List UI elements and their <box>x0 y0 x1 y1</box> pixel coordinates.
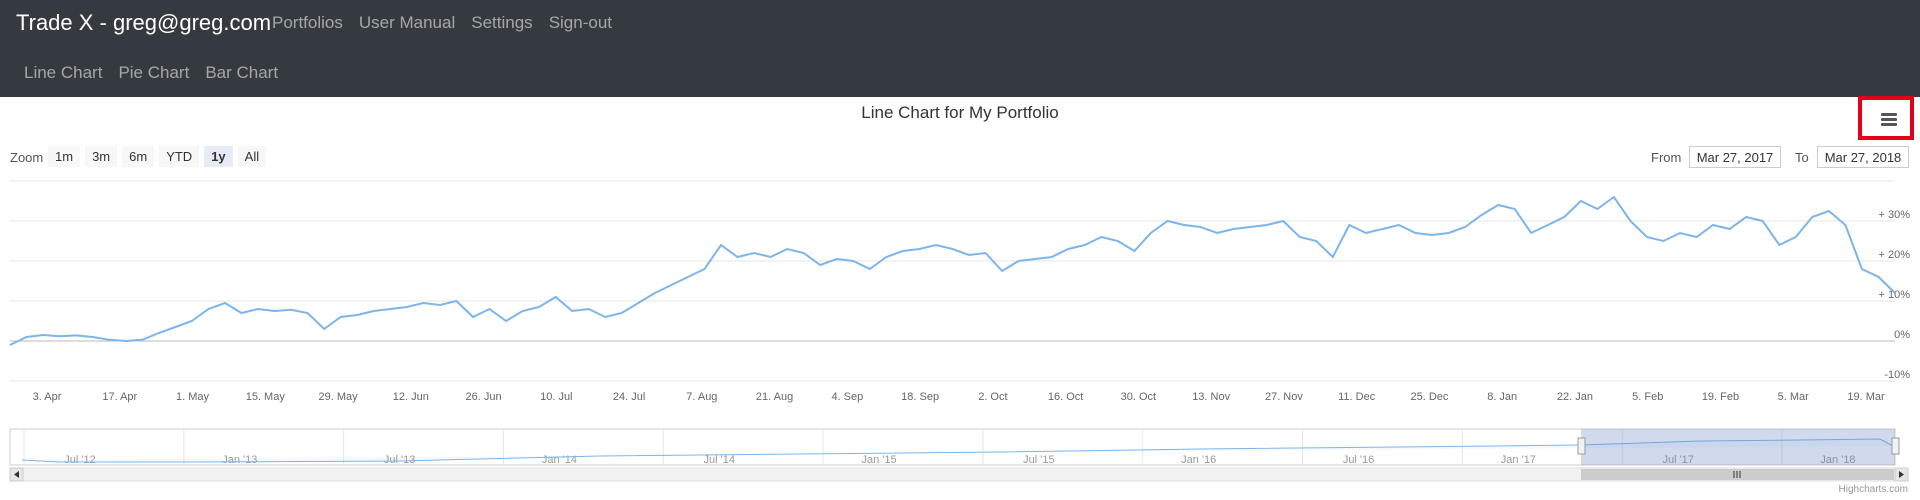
navigator-tick-label: Jul '13 <box>384 454 415 466</box>
navigator-tick-label: Jul '16 <box>1343 454 1374 466</box>
zoom-buttons: 1m 3m 6m YTD 1y All <box>48 146 267 167</box>
x-tick-label: 16. Oct <box>1048 391 1083 403</box>
zoom-3m-button[interactable]: 3m <box>85 146 118 167</box>
nav-link-sign-out[interactable]: Sign-out <box>548 13 613 32</box>
x-tick-label: 2. Oct <box>978 391 1007 403</box>
nav-link-line-chart[interactable]: Line Chart <box>24 63 103 82</box>
zoom-ytd-button[interactable]: YTD <box>159 146 200 167</box>
x-tick-label: 19. Mar <box>1847 391 1885 403</box>
to-label: To <box>1795 150 1809 165</box>
scrollbar <box>9 467 1909 482</box>
scrollbar-right-arrow[interactable] <box>1894 467 1909 482</box>
scrollbar-thumb[interactable] <box>1581 469 1894 480</box>
x-tick-label: 19. Feb <box>1702 391 1739 403</box>
navigator-tick-label: Jan '16 <box>1181 454 1216 466</box>
zoom-1y-button[interactable]: 1y <box>204 146 233 167</box>
x-tick-label: 11. Dec <box>1338 391 1376 403</box>
brand-title[interactable]: Trade X - greg@greg.com <box>16 10 272 35</box>
zoom-all-button[interactable]: All <box>237 146 267 167</box>
navigator-tick-label: Jul '17 <box>1662 454 1693 466</box>
main-nav: Portfolios User Manual Settings Sign-out <box>272 13 628 33</box>
x-tick-label: 27. Nov <box>1265 391 1303 403</box>
x-tick-label: 8. Jan <box>1487 391 1517 403</box>
navigator-series-line <box>21 438 1894 463</box>
scroll-left-icon <box>14 471 19 478</box>
x-tick-label: 22. Jan <box>1557 391 1593 403</box>
x-tick-label: 17. Apr <box>102 391 137 403</box>
zoom-label: Zoom <box>10 150 44 165</box>
highcharts-credit[interactable]: Highcharts.com <box>1838 484 1908 495</box>
navigator-left-handle[interactable] <box>1577 437 1586 455</box>
nav-link-user-manual[interactable]: User Manual <box>358 13 456 32</box>
x-tick-label: 29. May <box>318 391 358 403</box>
navigator-frame <box>9 428 1896 466</box>
nav-link-portfolios[interactable]: Portfolios <box>272 13 343 32</box>
x-tick-label: 30. Oct <box>1121 391 1156 403</box>
x-tick-label: 26. Jun <box>466 391 502 403</box>
navigator-right-handle[interactable] <box>1891 437 1900 455</box>
chart-title: Line Chart for My Portfolio <box>861 103 1059 122</box>
navigator-tick-label: Jan '13 <box>222 454 257 466</box>
scroll-right-icon <box>1899 471 1904 478</box>
navigator-tick-label: Jul '12 <box>64 454 95 466</box>
nav-link-settings[interactable]: Settings <box>471 13 533 32</box>
navigator-tick-label: Jan '17 <box>1501 454 1536 466</box>
x-tick-label: 13. Nov <box>1192 391 1230 403</box>
y-tick-label: + 20% <box>1879 249 1911 261</box>
y-tick-label: 0% <box>1894 329 1910 341</box>
zoom-1m-button[interactable]: 1m <box>48 146 81 167</box>
navigator-tick-label: Jan '14 <box>542 454 577 466</box>
x-tick-label: 24. Jul <box>613 391 645 403</box>
y-tick-label: + 10% <box>1879 289 1911 301</box>
from-label: From <box>1651 150 1682 165</box>
y-axis-labels: + 30% + 20% + 10% 0% -10% <box>1879 209 1911 381</box>
portfolio-series-line <box>9 195 1896 346</box>
scrollbar-grip-icon <box>1733 471 1741 478</box>
zoom-6m-button[interactable]: 6m <box>122 146 155 167</box>
navigator-tick-label: Jul '15 <box>1023 454 1054 466</box>
chart-context-menu-button[interactable] <box>1858 96 1914 140</box>
from-date-input[interactable] <box>1689 146 1781 168</box>
top-navbar: Trade X - greg@greg.com Portfolios User … <box>0 0 1920 97</box>
navigator-tick-label: Jul '14 <box>704 454 735 466</box>
x-tick-label: 10. Jul <box>540 391 572 403</box>
x-tick-label: 25. Dec <box>1410 391 1448 403</box>
nav-link-pie-chart[interactable]: Pie Chart <box>118 63 190 82</box>
navigator-axis-labels: Jul '12 Jan '13 Jul '13 Jan '14 Jul '14 Jan '… <box>23 429 1856 466</box>
to-date-input[interactable] <box>1817 146 1909 168</box>
navigator-tick-label: Jan '18 <box>1820 454 1855 466</box>
x-tick-label: 7. Aug <box>686 391 717 403</box>
x-tick-label: 15. May <box>246 391 286 403</box>
x-tick-label: 1. May <box>176 391 210 403</box>
scrollbar-track[interactable] <box>9 467 1909 482</box>
chart-type-nav: Line Chart Pie Chart Bar Chart <box>24 63 294 83</box>
navigator: Jul '12 Jan '13 Jul '13 Jan '14 Jul '14 Jan '… <box>9 428 1900 466</box>
x-tick-label: 4. Sep <box>831 391 863 403</box>
x-tick-label: 3. Apr <box>33 391 62 403</box>
nav-link-bar-chart[interactable]: Bar Chart <box>205 63 279 82</box>
x-axis-labels: 3. Apr 17. Apr 1. May 15. May 29. May 12. Jun… <box>33 391 1885 403</box>
x-tick-label: 18. Sep <box>901 391 939 403</box>
x-tick-label: 5. Feb <box>1632 391 1663 403</box>
x-tick-label: 12. Jun <box>393 391 429 403</box>
chart-gridlines <box>10 180 1895 382</box>
x-tick-label: 5. Mar <box>1778 391 1810 403</box>
navigator-selected-range[interactable] <box>1581 429 1895 465</box>
x-tick-label: 21. Aug <box>756 391 793 403</box>
hamburger-menu-icon <box>1881 113 1897 126</box>
y-tick-label: -10% <box>1884 369 1910 381</box>
scrollbar-left-arrow[interactable] <box>9 467 24 482</box>
navigator-tick-label: Jan '15 <box>862 454 897 466</box>
y-tick-label: + 30% <box>1879 209 1911 221</box>
